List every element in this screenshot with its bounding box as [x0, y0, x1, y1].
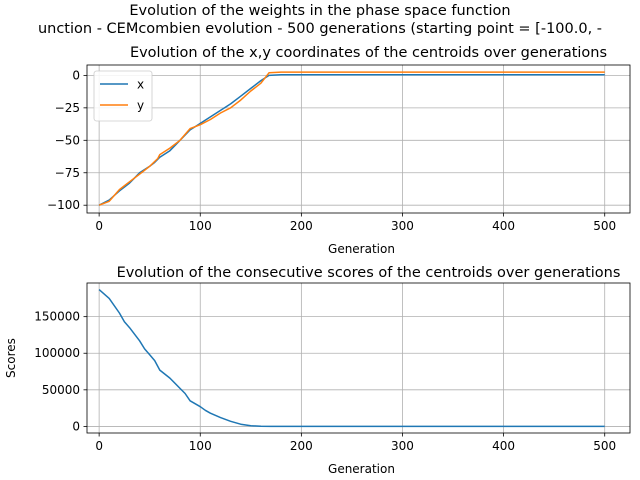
x-tick-label: 0	[95, 439, 103, 453]
figure-title-line-1: Evolution of the weights in the phase sp…	[129, 3, 511, 19]
y-tick-label: −50	[55, 133, 80, 147]
coords-series-line-x	[98, 73, 605, 206]
x-tick-label: 200	[290, 219, 313, 233]
scores-series-line	[98, 289, 605, 428]
x-tick-label: 100	[189, 219, 212, 233]
y-tick-label: 100000	[34, 346, 80, 360]
y-tick-label: 0	[72, 419, 80, 433]
x-tick-label: 400	[492, 219, 515, 233]
legend: xy	[93, 70, 153, 122]
y-tick-label: −100	[47, 198, 80, 212]
coords-x-axis-label: Generation	[328, 242, 395, 256]
scores-x-axis-label: Generation	[328, 462, 395, 476]
y-tick-label: −75	[55, 166, 80, 180]
x-tick-label: 500	[593, 439, 616, 453]
coordinates-subplot: 0 100 200 300 400 500 0 −25 −50 −75 −100 Evolution …	[47, 45, 631, 256]
y-tick-label: 50000	[42, 383, 80, 397]
x-tick-label: 0	[95, 219, 103, 233]
x-tick-label: 300	[391, 439, 414, 453]
x-tick-label: 500	[593, 219, 616, 233]
scores-axes-frame	[86, 282, 631, 434]
x-tick-label: 400	[492, 439, 515, 453]
figure-title-line-2: unction - CEMcombien evolution - 500 gen…	[37, 21, 603, 37]
scores-subplot: 0 100 200 300 400 500 0 50000 100000 150000 Evolut…	[4, 265, 631, 476]
legend-label-y: y	[137, 99, 144, 113]
x-tick-label: 200	[290, 439, 313, 453]
y-tick-label: 0	[72, 68, 80, 82]
coords-series-line-y	[98, 71, 605, 206]
coords-axes-frame	[86, 64, 631, 214]
coords-chart-title: Evolution of the x,y coordinates of the …	[130, 45, 607, 61]
x-tick-label: 300	[391, 219, 414, 233]
scores-chart-title: Evolution of the consecutive scores of t…	[117, 265, 621, 281]
y-tick-label: −25	[55, 101, 80, 115]
y-tick-label: 150000	[34, 310, 80, 324]
x-tick-label: 100	[189, 439, 212, 453]
legend-label-x: x	[137, 78, 144, 92]
scores-y-axis-label: Scores	[4, 338, 18, 378]
